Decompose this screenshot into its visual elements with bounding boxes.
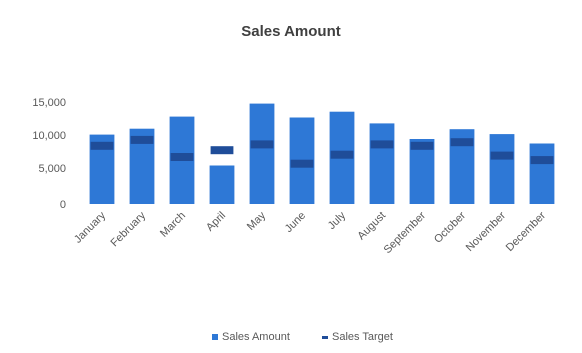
y-tick-label: 10,000 [32,130,66,142]
chart-title: Sales Amount [241,23,340,40]
bar-sales-amount [249,103,275,204]
bar-sales-amount [529,143,555,204]
target-marker [250,140,274,149]
legend-label-sales-amount: Sales Amount [222,331,290,343]
x-tick-label: March [158,210,188,240]
bar-sales-amount [369,123,395,204]
legend-swatch-sales-amount [212,334,218,340]
x-tick-label: August [355,210,388,243]
target-marker [210,146,234,155]
y-tick-label: 0 [60,199,66,211]
target-marker [330,150,354,159]
bar-sales-amount [209,165,235,204]
x-tick-label: December [504,209,549,254]
x-tick-label: April [204,210,228,234]
x-tick-label: May [245,209,269,233]
target-marker [490,151,514,160]
x-tick-label: November [464,209,509,254]
x-tick-label: February [109,209,149,249]
y-tick-label: 5,000 [38,163,66,175]
x-tick-label: July [326,209,349,232]
bars-group [89,103,555,204]
y-tick-label: 15,000 [32,97,66,109]
legend-swatch-sales-target [322,336,328,339]
legend: Sales Amount Sales Target [212,331,393,343]
target-marker [170,153,194,161]
bar-sales-amount [489,134,515,204]
x-tick-label: June [283,210,308,235]
target-marker [370,140,394,149]
targets-group [90,135,554,168]
target-marker [290,159,314,168]
target-marker [130,135,154,144]
bar-sales-amount [409,139,435,204]
target-marker [90,141,114,150]
target-marker [450,138,474,147]
x-tick-label: January [72,209,109,246]
x-axis: January February March April May June July Augu… [72,209,548,256]
target-marker [410,141,434,150]
x-tick-label: September [382,209,429,256]
x-tick-label: October [432,209,468,245]
target-marker [530,156,554,165]
y-axis: 15,000 10,000 5,000 0 [32,97,66,211]
legend-label-sales-target: Sales Target [332,331,393,343]
